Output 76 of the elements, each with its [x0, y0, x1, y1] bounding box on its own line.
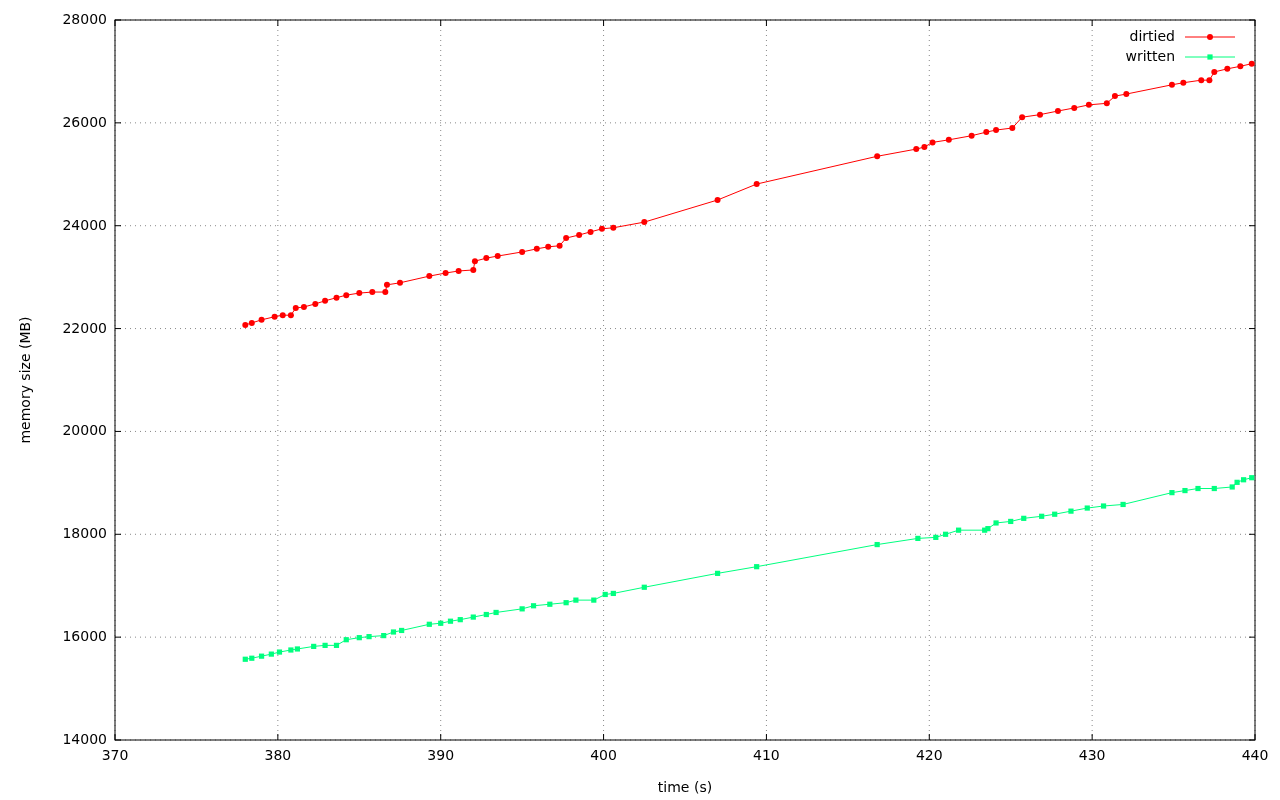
point [1084, 505, 1090, 511]
point [591, 597, 597, 603]
legend-label: dirtied [1129, 28, 1175, 44]
point [874, 541, 880, 548]
point [641, 584, 647, 590]
point [268, 651, 274, 657]
point [1008, 518, 1014, 525]
point [915, 535, 921, 541]
point [493, 609, 499, 616]
point [1211, 485, 1217, 492]
point [457, 617, 463, 623]
point [470, 614, 476, 620]
point [1039, 513, 1045, 519]
point [933, 534, 939, 540]
point [1120, 501, 1126, 508]
point [530, 603, 537, 609]
point [366, 634, 372, 640]
point [438, 620, 444, 626]
point [547, 601, 553, 607]
point [610, 590, 616, 597]
point [288, 647, 294, 653]
legend-label: written [1125, 48, 1175, 64]
x-tick-label: 370 [101, 747, 129, 763]
point [447, 618, 454, 624]
x-tick-label: 440 [1241, 747, 1269, 763]
point [1195, 485, 1201, 492]
y-tick-label: 28000 [62, 11, 107, 27]
point [1241, 477, 1247, 483]
point [399, 627, 405, 634]
x-tick-label: 380 [264, 747, 292, 763]
x-tick-label: 390 [427, 747, 455, 763]
point [343, 637, 349, 643]
x-axis-title: time (s) [657, 779, 713, 795]
point [942, 531, 949, 537]
point [602, 591, 608, 598]
y-tick-label: 26000 [62, 113, 107, 130]
point [1052, 511, 1058, 517]
point [311, 643, 317, 649]
x-tick-label: 400 [590, 747, 617, 763]
point [258, 653, 265, 659]
point [1234, 479, 1240, 485]
point [1182, 487, 1188, 494]
point [249, 655, 255, 661]
point [754, 564, 760, 570]
x-tick-label: 420 [915, 747, 943, 763]
point [333, 642, 340, 648]
point [390, 629, 397, 635]
y-tick-label: 22000 [62, 319, 107, 336]
point [993, 520, 999, 526]
point [563, 600, 569, 606]
y-tick-label: 14000 [62, 731, 107, 747]
x-tick-label: 430 [1078, 747, 1106, 763]
point [1068, 508, 1074, 514]
point [294, 646, 300, 652]
point [1100, 503, 1107, 509]
point [426, 621, 432, 627]
point [356, 635, 362, 641]
point [1021, 515, 1027, 521]
point [483, 611, 489, 618]
point [519, 606, 525, 612]
y-tick-label: 24000 [62, 216, 107, 233]
y-tick-label: 18000 [62, 525, 107, 542]
point [242, 656, 248, 662]
point [1229, 484, 1235, 490]
x-tick-label: 410 [753, 747, 780, 763]
point [1249, 475, 1255, 481]
point [322, 642, 328, 648]
point [1169, 490, 1175, 496]
point [381, 633, 387, 639]
point [956, 527, 962, 533]
y-axis-title: memory size (MB) [17, 316, 33, 444]
y-tick-label: 16000 [62, 628, 107, 645]
point [276, 649, 283, 655]
point [573, 597, 579, 603]
y-tick-label: 20000 [62, 422, 107, 439]
point [714, 570, 721, 576]
